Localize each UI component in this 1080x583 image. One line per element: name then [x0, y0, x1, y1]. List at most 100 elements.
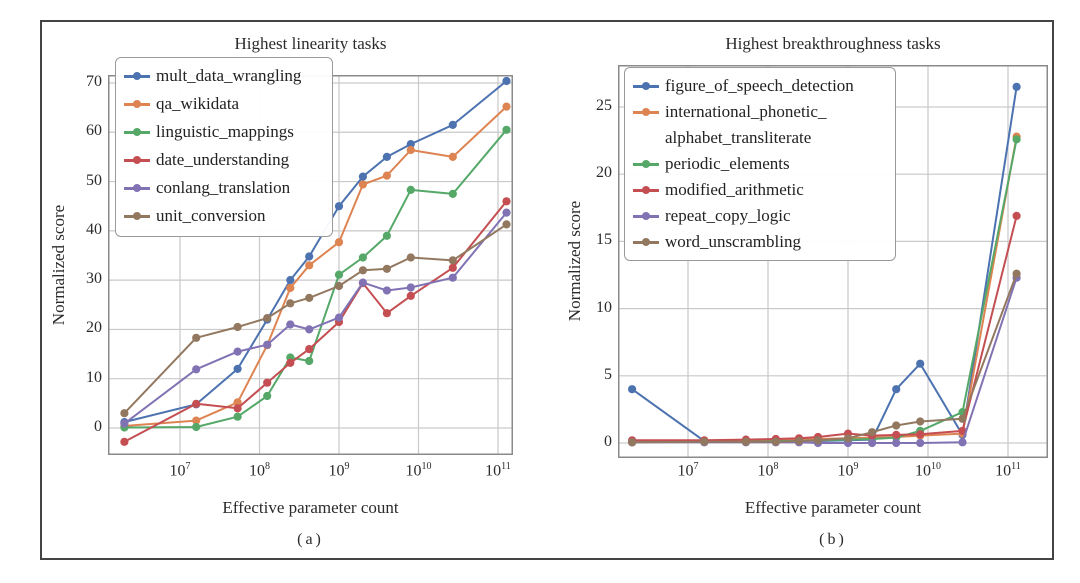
data-point-date_understanding	[263, 378, 272, 387]
data-point-word_unscrambling	[843, 434, 853, 443]
legend-item-linguistic_mappings: linguistic_mappings	[124, 119, 324, 147]
y-tick-label: 0	[94, 418, 102, 435]
series-line-conlang_translation	[123, 211, 508, 425]
data-point-unit_conversion	[358, 266, 367, 275]
x-tick-label: 109	[837, 461, 859, 480]
data-point-conlang_translation	[263, 340, 272, 349]
legend-label: mult_data_wrangling	[156, 66, 302, 85]
data-point-qa_wikidata	[448, 152, 457, 161]
data-point-date_understanding	[286, 358, 295, 367]
data-point-qa_wikidata	[286, 283, 295, 293]
series-line-unit_conversion	[123, 223, 508, 414]
data-point-mult_data_wrangling	[305, 252, 314, 261]
data-point-unit_conversion	[233, 322, 242, 332]
y-tick-label: 10	[596, 298, 612, 316]
data-point-conlang_translation	[233, 347, 242, 356]
data-point-linguistic_mappings	[233, 412, 242, 421]
y-tick-label: 25	[596, 97, 612, 114]
y-tick-label: 50	[86, 171, 102, 189]
data-point-unit_conversion	[192, 333, 201, 342]
chart-b-xlabel: Effective parameter count	[744, 498, 922, 517]
data-point-mult_data_wrangling	[448, 120, 457, 129]
chart-a-sublabel: (a)	[297, 531, 324, 548]
legend-marker-mult_data_wrangling	[124, 63, 150, 89]
data-point-modified_arithmetic	[1012, 211, 1021, 220]
chart-a-xlabel: Effective parameter count	[222, 498, 399, 517]
data-point-word_unscrambling	[794, 436, 804, 446]
legend-marker-linguistic_mappings	[124, 119, 150, 145]
x-tick-label: 1010	[405, 461, 432, 480]
legend-label: repeat_copy_logic	[665, 206, 791, 225]
data-point-unit_conversion	[120, 409, 129, 418]
legend-item-conlang_translation: conlang_translation	[124, 175, 324, 203]
data-point-conlang_translation	[286, 320, 295, 329]
plot-border	[618, 65, 1048, 458]
data-point-word_unscrambling	[916, 417, 925, 426]
data-point-word_unscrambling	[771, 437, 780, 446]
data-point-unit_conversion	[263, 314, 272, 323]
data-point-date_understanding	[382, 309, 391, 318]
data-point-linguistic_mappings	[406, 185, 415, 194]
x-tick-label: 1011	[995, 461, 1021, 480]
data-point-repeat_copy_logic	[868, 438, 877, 448]
y-tick-label: 70	[86, 72, 102, 90]
data-point-unit_conversion	[286, 299, 295, 308]
series-line-linguistic_mappings	[124, 129, 508, 429]
legend-marker-unit_conversion	[124, 203, 150, 229]
data-point-qa_wikidata	[502, 102, 511, 111]
data-point-conlang_translation	[502, 208, 511, 217]
legend-item-repeat_copy_logic: repeat_copy_logic	[633, 203, 887, 229]
data-point-unit_conversion	[382, 264, 391, 273]
data-point-unit_conversion	[406, 253, 415, 262]
data-point-figure_of_speech_detection	[892, 385, 901, 394]
legend-marker-international_phonetic_alphabet_transliterate	[633, 99, 659, 125]
legend-label: international_phonetic_ alphabet_transli…	[665, 102, 827, 147]
series-line-modified_arithmetic	[632, 215, 1018, 442]
data-point-conlang_translation	[334, 313, 344, 322]
legend-marker-figure_of_speech_detection	[633, 73, 659, 99]
legend-marker-periodic_elements	[633, 151, 659, 177]
data-point-unit_conversion	[334, 281, 344, 291]
data-point-word_unscrambling	[628, 438, 637, 447]
data-point-modified_arithmetic	[892, 430, 901, 439]
chart-b-plot	[618, 65, 1048, 458]
data-point-linguistic_mappings	[192, 422, 201, 432]
data-point-qa_wikidata	[358, 180, 367, 189]
data-point-date_understanding	[448, 263, 457, 272]
x-tick-label: 108	[249, 461, 270, 480]
data-point-modified_arithmetic	[916, 430, 925, 439]
data-point-linguistic_mappings	[358, 253, 367, 262]
legend-marker-qa_wikidata	[124, 91, 150, 117]
data-point-qa_wikidata	[406, 145, 415, 155]
legend-label: conlang_translation	[156, 178, 291, 197]
data-point-linguistic_mappings	[305, 356, 314, 366]
x-tick-label: 107	[169, 461, 191, 480]
data-point-date_understanding	[233, 404, 242, 413]
data-point-figure_of_speech_detection	[628, 385, 637, 394]
data-point-linguistic_mappings	[502, 125, 511, 134]
data-point-conlang_translation	[192, 365, 201, 374]
legend-label: word_unscrambling	[665, 232, 801, 251]
data-point-mult_data_wrangling	[233, 364, 242, 373]
data-point-date_understanding	[192, 399, 201, 408]
legend-marker-conlang_translation	[124, 175, 150, 201]
data-point-word_unscrambling	[741, 437, 750, 446]
data-point-mult_data_wrangling	[334, 202, 344, 211]
y-tick-label: 60	[86, 122, 102, 140]
legend-item-modified_arithmetic: modified_arithmetic	[633, 177, 887, 203]
data-point-conlang_translation	[305, 325, 314, 334]
x-tick-label: 1011	[485, 461, 511, 480]
data-point-date_understanding	[502, 197, 511, 206]
legend-label: qa_wikidata	[156, 94, 240, 113]
legend-item-mult_data_wrangling: mult_data_wrangling	[124, 63, 324, 91]
y-tick-label: 20	[86, 319, 102, 337]
series-line-word_unscrambling	[632, 273, 1018, 444]
legend-marker-modified_arithmetic	[633, 177, 659, 203]
legend-item-date_understanding: date_understanding	[124, 147, 324, 175]
data-point-qa_wikidata	[382, 171, 391, 180]
data-point-qa_wikidata	[233, 398, 242, 407]
data-point-qa_wikidata	[305, 261, 314, 270]
chart-b-title: Highest breakthroughness tasks	[725, 34, 941, 53]
x-tick-label: 109	[328, 461, 350, 480]
